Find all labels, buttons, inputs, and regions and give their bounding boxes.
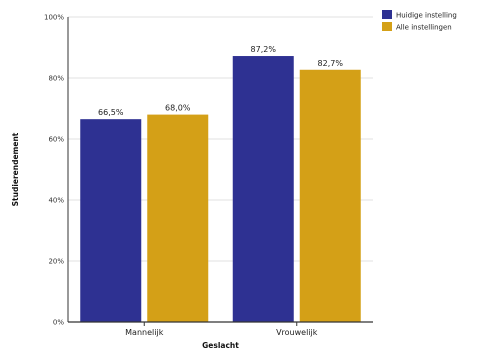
legend: Huidige instelling Alle instellingen [382, 10, 457, 32]
data-label: 66,5% [98, 108, 124, 117]
bar [232, 56, 294, 322]
bar [147, 114, 209, 322]
y-tick-labels: 0% 20% 40% 60% 80% 100% [44, 14, 64, 327]
data-label: 87,2% [251, 45, 277, 54]
y-tick-label: 0% [53, 319, 64, 327]
bar [80, 119, 142, 322]
y-axis-title: Studierendement [11, 132, 20, 206]
legend-entry: Alle instellingen [396, 24, 452, 32]
x-axis-title: Geslacht [202, 341, 239, 350]
legend-swatch [382, 22, 392, 31]
legend-entry: Huidige instelling [396, 12, 457, 20]
y-tick-label: 20% [48, 258, 64, 266]
y-tick-label: 40% [48, 197, 64, 205]
bars [80, 56, 361, 322]
data-label: 68,0% [165, 104, 191, 113]
axes [67, 17, 373, 326]
y-tick-label: 80% [48, 75, 64, 83]
y-tick-label: 100% [44, 14, 64, 22]
y-tick-label: 60% [48, 136, 64, 144]
x-tick-label: Vrouwelijk [276, 328, 318, 337]
x-tick-label: Mannelijk [125, 328, 164, 337]
data-label: 82,7% [318, 59, 344, 68]
legend-swatch [382, 10, 392, 19]
data-labels: 66,5% 68,0% 87,2% 82,7% [98, 45, 343, 117]
bar [299, 69, 361, 322]
x-tick-labels: Mannelijk Vrouwelijk [125, 328, 318, 337]
